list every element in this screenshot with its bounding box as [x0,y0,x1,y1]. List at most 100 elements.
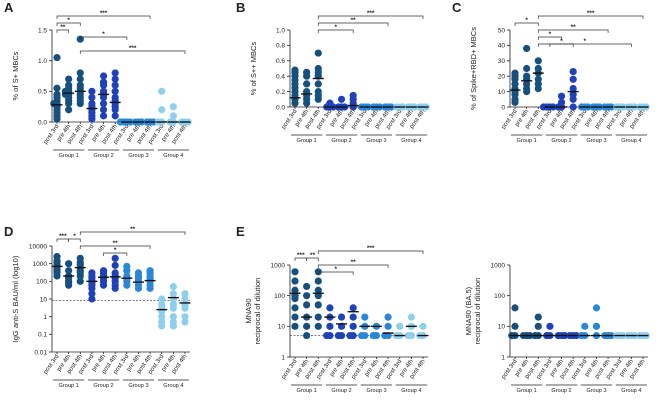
data-point [291,295,299,303]
significance-label: ** [60,24,66,31]
y-axis-label: reciprocal of dilution [473,278,482,345]
y-tick-label: 10 [40,296,48,303]
data-point [50,100,58,108]
data-point [534,84,542,93]
data-point [384,322,392,330]
data-point [65,281,73,289]
y-tick-label: 1 [281,354,285,361]
panel-d: D 0.01 0.1 1 10 100 1000 10000 IgG anti-S BAU/ml… [4,224,191,389]
y-tick-label: 30 [498,58,506,65]
data-point [181,304,189,312]
significance-label: * [584,38,587,45]
group-label: Group 3 [128,383,148,389]
significance-bracket [317,264,389,268]
y-tick-label: 1000 [491,262,506,269]
group-label: Group 4 [621,388,641,394]
data-point [169,313,177,321]
data-point [557,92,566,100]
data-point [169,290,177,298]
group-label: Group 4 [163,383,183,389]
data-point [534,313,542,321]
data-point [65,106,73,114]
data-point [326,322,334,330]
data-point [592,322,601,330]
data-point [314,80,322,88]
data-point [523,44,531,53]
data-point [181,313,189,321]
data-point [337,313,346,321]
data-point [314,322,322,330]
data-point [76,100,84,108]
y-tick-label: 1.0 [276,27,285,34]
y-axis-label: % of S+ MBCs [11,51,20,100]
y-tick-label: 1000 [33,261,48,268]
y-tick-label: 100 [36,279,47,286]
data-point [291,268,299,276]
data-point [546,322,554,330]
data-point [181,290,189,298]
group-label: Group 1 [59,153,79,159]
panel-letter-c: C [452,0,462,15]
data-point [76,75,84,83]
group-label: Group 1 [517,388,537,394]
data-point [76,277,84,285]
significance-label: * [334,266,337,273]
significance-label: ** [113,240,119,247]
data-point [511,304,519,312]
data-point [123,281,131,289]
significance-label: *** [59,233,67,240]
group-label: Group 1 [517,138,537,144]
significance-bracket [317,271,354,275]
group-label: Group 3 [586,388,606,394]
significance-bracket [537,36,562,40]
data-point [111,87,119,95]
data-point [158,87,166,95]
data-point [326,304,334,312]
data-point [569,84,577,93]
data-point [407,313,415,321]
data-point [349,313,357,321]
significance-bracket [317,250,424,254]
panel-letter-e: E [236,224,245,239]
data-point [291,304,299,312]
significance-bracket [537,43,632,47]
group-label: Group 2 [93,153,113,159]
data-point [99,281,108,289]
y-tick-label: 1000 [271,262,286,269]
significance-bracket [79,36,128,40]
data-point [592,304,601,312]
data-point [303,80,311,88]
group-label: Group 2 [331,138,351,144]
y-tick-label: 10 [498,324,506,331]
y-tick-label: 1 [43,314,47,321]
significance-bracket [537,15,644,19]
data-point [303,72,311,80]
group-label: Group 3 [366,138,386,144]
data-point [123,267,131,275]
significance-label: ** [130,226,136,233]
group-label: Group 4 [401,388,421,394]
group-label: Group 2 [551,138,571,144]
data-point [53,84,61,92]
y-tick-label: 100 [274,293,285,300]
data-point [523,88,531,96]
data-point [534,322,542,330]
significance-label: * [67,17,70,24]
y-tick-label: 0.0 [276,104,285,111]
group-label: Group 1 [297,388,317,394]
data-point [53,272,61,280]
significance-label: ** [351,259,357,266]
data-point [569,75,577,83]
data-point [314,277,322,285]
data-point [111,112,119,120]
data-point [158,106,166,114]
significance-label: ** [351,17,357,24]
group-label: Group 3 [128,153,148,159]
significance-bracket [103,252,128,256]
data-point [181,318,189,326]
data-point [76,69,84,77]
group-label: Group 4 [621,138,641,144]
data-point [88,93,96,102]
data-point [314,286,322,294]
